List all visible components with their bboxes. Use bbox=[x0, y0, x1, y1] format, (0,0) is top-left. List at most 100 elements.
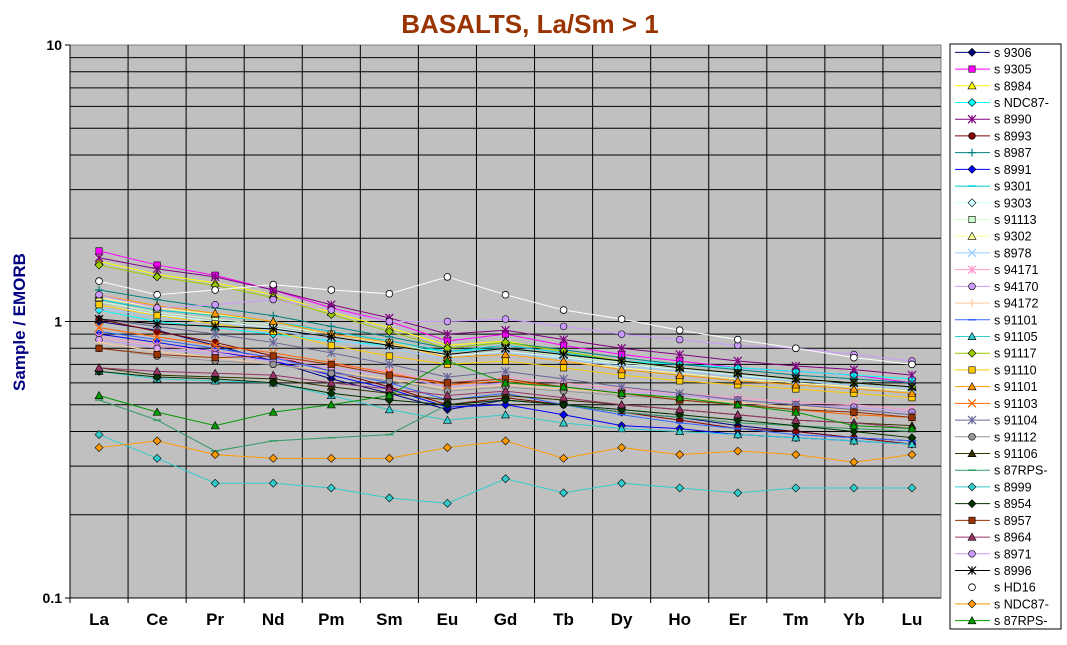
series-layer bbox=[94, 247, 917, 508]
data-point bbox=[907, 483, 917, 493]
data-point bbox=[153, 312, 161, 320]
legend-swatch-marker bbox=[967, 265, 977, 275]
series-34 bbox=[94, 356, 917, 433]
data-point bbox=[791, 361, 801, 371]
legend-entry: s 9301 bbox=[955, 180, 1032, 194]
legend-swatch-marker bbox=[967, 415, 977, 425]
data-point bbox=[907, 388, 917, 397]
legend-entry: s 91101 bbox=[955, 313, 1038, 327]
data-point bbox=[269, 352, 277, 360]
data-point bbox=[849, 427, 859, 436]
data-point bbox=[849, 436, 859, 445]
series-27 bbox=[94, 366, 917, 443]
data-point bbox=[210, 308, 220, 317]
x-tick-label: Lu bbox=[902, 610, 923, 629]
legend-entry: s 8990 bbox=[955, 113, 1032, 127]
data-point bbox=[501, 395, 510, 405]
x-tick-label: Gd bbox=[494, 610, 518, 629]
legend-entry: s 8964 bbox=[955, 531, 1032, 545]
data-point bbox=[617, 315, 626, 323]
data-point bbox=[559, 393, 569, 402]
data-point bbox=[675, 450, 685, 460]
legend-entry: s 87RPS- bbox=[955, 464, 1048, 478]
data-point bbox=[849, 483, 859, 493]
data-point bbox=[559, 306, 568, 314]
data-point bbox=[617, 356, 627, 366]
data-point bbox=[384, 327, 394, 336]
data-point bbox=[326, 453, 336, 463]
legend-entry: s 87RPS- bbox=[955, 614, 1048, 628]
data-point bbox=[617, 364, 627, 374]
data-point bbox=[153, 350, 161, 358]
data-point bbox=[152, 436, 162, 446]
data-point bbox=[907, 450, 917, 460]
legend-label: s 94172 bbox=[994, 297, 1039, 311]
data-point bbox=[733, 488, 743, 498]
legend-label: s 87RPS- bbox=[994, 464, 1048, 478]
data-point bbox=[500, 410, 511, 419]
legend-swatch-marker bbox=[968, 148, 976, 157]
legend-swatch-marker bbox=[967, 448, 977, 458]
data-point bbox=[559, 374, 568, 384]
data-point bbox=[849, 365, 859, 375]
data-point bbox=[617, 400, 627, 409]
legend-swatch-marker bbox=[967, 81, 977, 90]
data-point bbox=[849, 378, 859, 388]
data-point bbox=[733, 429, 743, 439]
legend-entry: s 94170 bbox=[955, 280, 1039, 294]
data-point bbox=[269, 360, 277, 369]
legend-entry: s 8954 bbox=[955, 497, 1032, 511]
data-point bbox=[443, 317, 452, 326]
series-26 bbox=[94, 430, 917, 508]
data-point bbox=[153, 304, 161, 312]
legend-entry: s 9302 bbox=[955, 230, 1032, 244]
legend-swatch-marker bbox=[967, 248, 977, 258]
legend-swatch-marker bbox=[967, 231, 977, 240]
data-point bbox=[326, 483, 336, 493]
data-point bbox=[791, 407, 801, 416]
data-point bbox=[500, 386, 511, 395]
legend-swatch-marker bbox=[967, 114, 977, 124]
data-point bbox=[326, 348, 336, 358]
data-point bbox=[94, 253, 104, 263]
data-point bbox=[269, 295, 277, 304]
legend-swatch-marker bbox=[968, 216, 976, 224]
legend-label: s 8957 bbox=[994, 514, 1032, 528]
data-point bbox=[211, 354, 219, 362]
legend-label: s 8993 bbox=[994, 129, 1032, 143]
data-point bbox=[95, 291, 103, 299]
data-point bbox=[559, 488, 568, 498]
x-tick-label: Dy bbox=[611, 610, 633, 629]
chart-title: BASALTS, La/Sm > 1 bbox=[401, 9, 658, 39]
data-point bbox=[733, 376, 743, 385]
legend-label: s 8984 bbox=[994, 79, 1032, 93]
data-point bbox=[95, 301, 103, 309]
data-point bbox=[442, 415, 452, 424]
data-point bbox=[384, 453, 394, 463]
data-point bbox=[384, 359, 394, 369]
data-point bbox=[94, 430, 104, 439]
legend-entry: s 91105 bbox=[955, 330, 1038, 344]
legend-label: s 9306 bbox=[994, 46, 1032, 60]
legend-label: s 8999 bbox=[994, 480, 1032, 494]
legend-label: s NDC87- bbox=[994, 597, 1049, 611]
legend-label: s 94171 bbox=[994, 263, 1039, 277]
data-point bbox=[617, 423, 627, 433]
data-point bbox=[94, 314, 104, 324]
data-point bbox=[907, 382, 917, 392]
data-point bbox=[559, 356, 569, 365]
legend-swatch-marker bbox=[967, 348, 977, 358]
data-point bbox=[500, 378, 511, 387]
legend-swatch-marker bbox=[968, 282, 976, 291]
data-point bbox=[210, 374, 220, 384]
data-point bbox=[559, 400, 568, 410]
legend-entry: s 91103 bbox=[955, 397, 1038, 411]
legend-label: s 91101 bbox=[994, 313, 1038, 327]
data-point bbox=[210, 478, 220, 488]
data-point bbox=[675, 350, 685, 359]
series-32 bbox=[95, 273, 916, 369]
legend-entry: s 9303 bbox=[955, 196, 1032, 210]
data-point bbox=[907, 423, 917, 433]
legend-entry: s 8993 bbox=[955, 129, 1032, 143]
legend-label: s 91101 bbox=[994, 380, 1038, 394]
